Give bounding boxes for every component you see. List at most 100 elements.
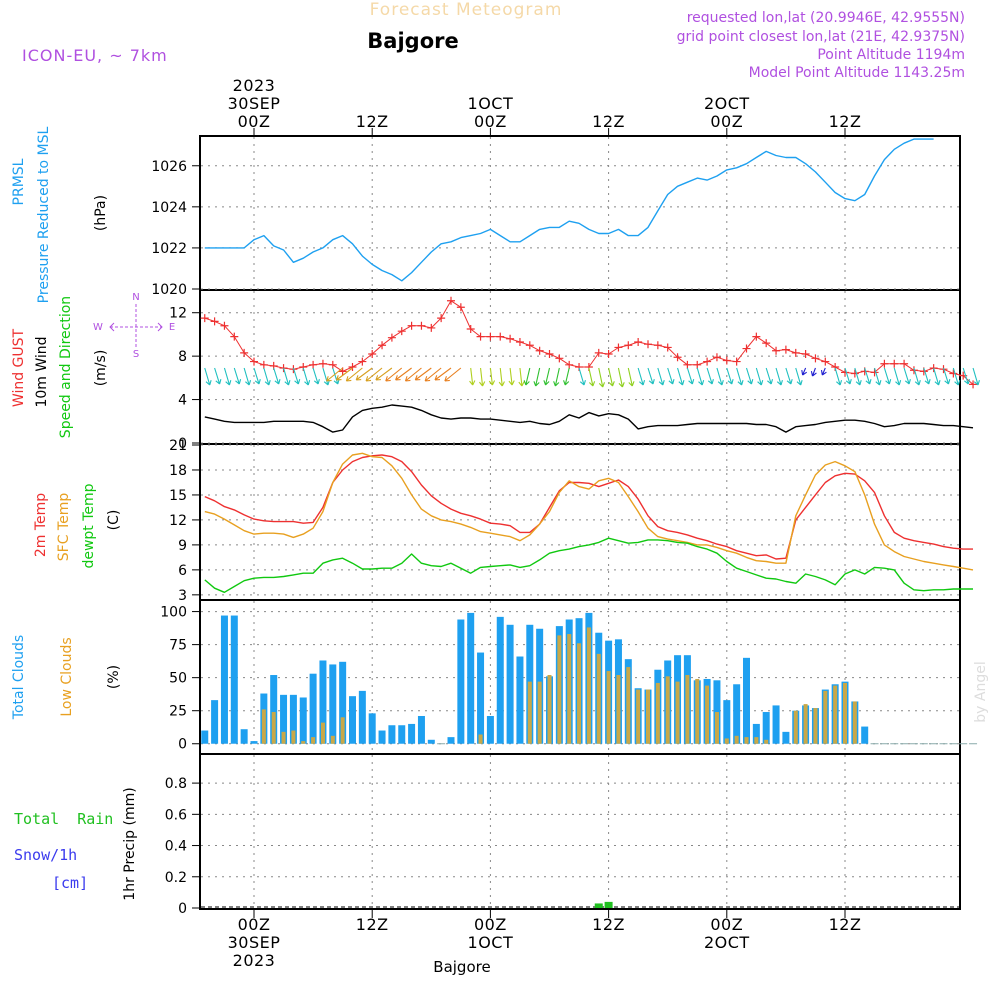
low-clouds-bar [833,685,838,744]
wind-direction-arrow [335,367,353,381]
wind-10m-label: 10m Wind [34,336,50,407]
y-tick-label: 21 [169,438,187,454]
x-tick-label-top: 1OCT [468,94,514,113]
wind-direction-arrow [617,367,625,388]
total-clouds-bar [358,690,366,744]
total-clouds-bar [349,696,356,744]
wind-gust-point [486,332,495,341]
low-clouds-bar [655,682,660,744]
wind-direction-arrow [283,367,291,386]
x-tick-label-top: 00Z [474,112,507,131]
wind-gust-label: Wind GUST [11,328,27,407]
wind-gust-point [515,338,524,347]
point-altitude: Point Altitude 1194m [817,47,965,63]
total-clouds-bar [220,615,228,744]
wind-gust-point [358,357,367,366]
x-tick-label-bottom: 12Z [356,915,389,934]
x-tick-label-bottom: 2023 [233,951,276,970]
wind-gust-point [624,341,633,350]
low-clouds-bar [764,739,769,744]
wind-direction-arrow [498,367,505,387]
x-tick-label-top: 30SEP [228,94,281,113]
precip-panel [199,753,961,910]
wind-direction-arrow [292,367,301,385]
low-clouds-bar [547,675,552,744]
wind-direction-arrow [302,367,311,386]
wind-direction-arrow [775,367,783,386]
wind-gust-point [318,359,327,368]
wind-direction-arrow [365,367,383,382]
wind-direction-arrow [223,367,232,386]
y-tick-label: 6 [178,563,187,579]
wind-direction-arrow [726,367,734,385]
total-clouds-bar [752,723,760,744]
total-clouds-bar [299,697,307,744]
model-label: ICON-EU, ~ 7km [22,46,168,65]
y-tick-label: 50 [169,671,187,687]
clouds-unit-label: (%) [106,665,122,689]
x-tick-label-bottom: 00Z [474,915,507,934]
wind-direction-arrow [716,367,724,386]
low-clouds-bar [527,681,532,744]
compass-east: E [169,322,175,333]
total-clouds-bar [230,615,238,744]
low-clouds-bar [843,682,847,744]
wind-direction-arrow [273,367,281,385]
wind-direction-arrow [962,367,971,385]
low-clouds-bar [320,722,325,744]
wind-gust-point [555,354,564,363]
wind-direction-arrow [312,367,320,385]
low-clouds-bar [724,738,729,744]
total-clouds-bar [270,675,278,744]
wind-gust-line [204,300,974,385]
low-clouds-bar [557,635,562,744]
low-clouds-bar [813,708,818,744]
total-clouds-bar [211,700,219,744]
wind-gust-point [506,334,515,343]
wind-direction-arrow [444,367,462,382]
low-clouds-bar [744,737,749,744]
total-clouds-label: Total Clouds [11,635,27,720]
low-clouds-bar [340,717,345,744]
rain-bar [594,903,603,908]
wind-gust-point [969,380,978,389]
low-clouds-bar [665,676,670,744]
low-clouds-bar [616,675,621,744]
wind-gust-point [328,360,337,369]
low-clouds-bar [291,730,296,744]
wind-direction-arrow [204,367,212,386]
wind-gust-point [230,332,239,341]
low-clouds-bar [478,734,483,744]
wind-gust-point [545,349,554,358]
low-clouds-bar [271,712,276,744]
total-rain-label: Total Rain [14,810,113,828]
y-tick-label: 0.8 [165,776,187,792]
y-tick-label: 1026 [151,159,187,175]
total-clouds-bar [772,705,780,744]
wind-direction-arrow [647,367,655,385]
x-tick-label-bottom: 00Z [710,915,743,934]
snow-unit-label: [cm] [52,874,88,892]
x-tick-label-bottom: 12Z [829,915,862,934]
total-clouds-bar [427,739,435,744]
pressure-msl-label: Pressure Reduced to MSL [36,126,52,303]
y-tick-label: 1024 [151,200,187,216]
low-clouds-bar [705,685,710,744]
y-tick-label: 8 [178,349,187,365]
low-clouds-bar [606,671,611,744]
data-layer [200,138,980,908]
compass-north: N [132,292,139,303]
y-tick-label: 12 [169,513,187,529]
wind-gust-point [762,339,771,348]
x-tick-label-bottom: 2OCT [704,933,750,952]
low-clouds-bar [646,689,650,744]
total-clouds-bar [477,652,485,744]
wind-direction-arrow [696,367,705,386]
wind-direction-arrow [627,367,635,387]
wind-direction-arrow [518,367,525,387]
x-tick-label-bottom: 00Z [238,915,271,934]
dewpt-temp-line [204,537,973,593]
wind-gust-point [250,357,258,366]
total-clouds-bar [467,612,475,744]
wind-gust-point [417,321,426,330]
